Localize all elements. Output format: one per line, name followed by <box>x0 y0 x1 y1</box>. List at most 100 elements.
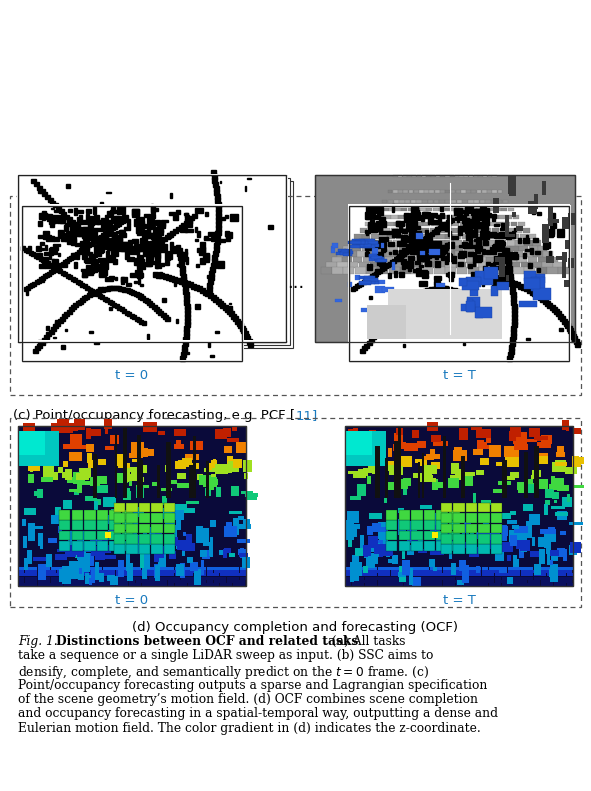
Bar <box>499 215 505 219</box>
Bar <box>103 577 109 580</box>
Bar <box>436 214 440 218</box>
Bar <box>433 244 436 252</box>
Bar <box>156 263 161 268</box>
Bar <box>449 567 456 570</box>
Bar <box>488 312 492 316</box>
Bar <box>371 221 374 225</box>
Bar <box>168 233 173 237</box>
Bar <box>423 289 428 293</box>
Bar <box>365 281 379 283</box>
Bar <box>239 577 246 580</box>
Bar <box>439 250 442 257</box>
Bar <box>220 570 226 573</box>
Bar <box>139 544 150 554</box>
Bar <box>214 186 219 191</box>
Bar <box>18 577 24 580</box>
Bar <box>408 208 414 211</box>
Bar <box>413 532 421 549</box>
Bar <box>436 175 440 177</box>
Bar <box>210 295 216 300</box>
Bar <box>95 551 105 560</box>
Bar <box>395 234 404 240</box>
Bar <box>213 479 219 486</box>
Bar <box>184 334 189 339</box>
Bar <box>445 246 454 252</box>
Bar <box>31 577 37 580</box>
Bar <box>63 260 67 264</box>
Bar <box>469 175 473 177</box>
Bar <box>57 264 61 268</box>
Bar <box>216 206 221 211</box>
Bar <box>449 231 452 236</box>
Bar <box>44 464 52 467</box>
Bar <box>34 491 38 496</box>
Bar <box>122 215 128 219</box>
Bar <box>89 270 92 273</box>
Bar <box>454 447 462 456</box>
Bar <box>377 267 388 274</box>
Bar <box>514 573 521 577</box>
Bar <box>449 570 456 573</box>
Bar <box>184 546 191 550</box>
Bar <box>405 300 410 304</box>
Bar <box>521 583 527 586</box>
Bar <box>184 304 190 308</box>
Bar <box>478 513 490 523</box>
Bar <box>483 213 487 218</box>
Bar <box>57 580 63 583</box>
Bar <box>51 327 56 331</box>
Bar <box>445 252 454 257</box>
Bar <box>132 315 136 319</box>
Bar <box>174 580 181 583</box>
Bar <box>53 324 58 328</box>
Bar <box>150 303 154 307</box>
Bar <box>154 208 158 211</box>
Text: ...: ... <box>287 497 304 515</box>
Bar <box>561 497 571 506</box>
Bar <box>544 225 546 233</box>
Bar <box>359 244 371 248</box>
Bar <box>51 208 54 210</box>
Bar <box>543 262 553 268</box>
Bar <box>124 476 130 482</box>
Bar <box>38 278 43 282</box>
Bar <box>151 214 153 218</box>
Bar <box>430 580 436 583</box>
Bar <box>474 239 479 241</box>
Bar <box>118 306 121 310</box>
Bar <box>231 314 236 319</box>
Bar <box>134 448 148 456</box>
Bar <box>164 544 176 554</box>
Bar <box>194 570 200 573</box>
Bar <box>350 496 361 500</box>
Bar <box>413 221 417 227</box>
Bar <box>462 215 465 221</box>
Bar <box>374 225 382 232</box>
Bar <box>368 536 378 547</box>
Bar <box>23 422 35 434</box>
Bar <box>425 261 431 267</box>
Bar <box>463 240 471 245</box>
Bar <box>394 257 398 261</box>
Bar <box>397 241 406 246</box>
Bar <box>498 482 511 485</box>
Bar <box>109 531 121 540</box>
Bar <box>84 240 89 246</box>
Bar <box>132 209 139 214</box>
Bar <box>70 561 78 579</box>
Bar <box>343 251 353 254</box>
Bar <box>118 221 121 225</box>
Bar <box>508 208 514 211</box>
Bar <box>21 519 25 525</box>
Bar <box>132 247 137 251</box>
Bar <box>483 232 487 240</box>
Bar <box>372 463 376 471</box>
Bar <box>185 315 190 320</box>
Bar <box>83 231 88 235</box>
Bar <box>529 513 540 522</box>
Bar <box>378 521 387 539</box>
Bar <box>86 573 89 584</box>
Bar <box>148 583 155 586</box>
Bar <box>194 567 200 570</box>
Bar <box>131 442 144 453</box>
